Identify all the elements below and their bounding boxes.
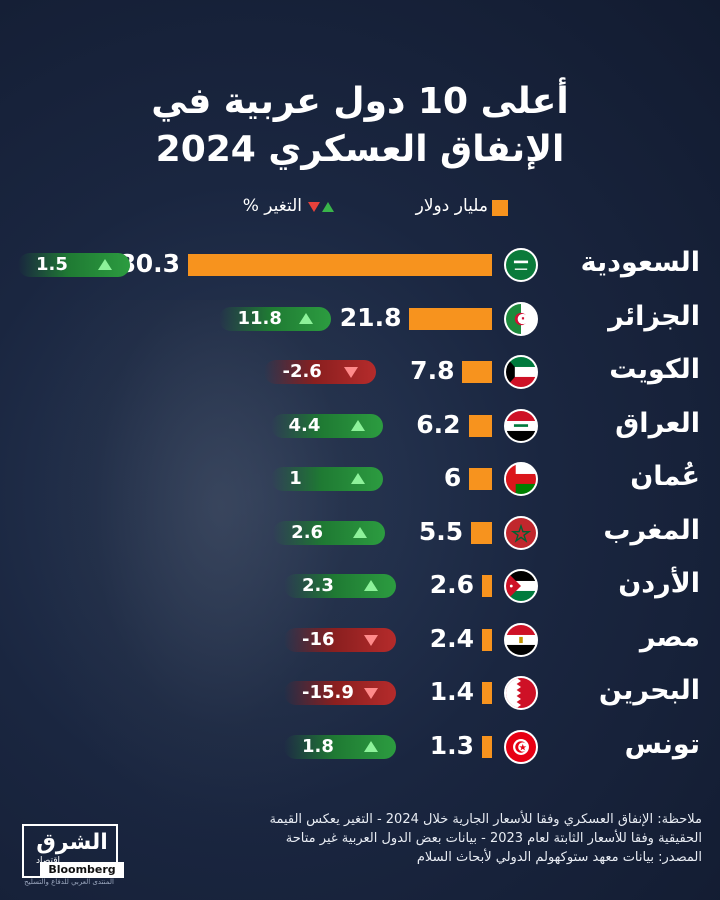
spending-value-label: 5.5: [418, 516, 464, 546]
title-line-1: أعلى 10 دول عربية في: [151, 81, 569, 122]
chart-row: تونس 1.3 1.8: [0, 727, 720, 767]
jordan-flag-icon: [504, 569, 538, 603]
chart-row: البحرين 1.4 -15.9: [0, 673, 720, 713]
chart-row: العراق 6.2 4.4: [0, 406, 720, 446]
morocco-flag-icon: [504, 515, 538, 550]
down-arrow-icon: [364, 634, 378, 646]
spending-bar: [409, 307, 492, 330]
oman-flag-icon: [504, 462, 538, 496]
spending-bar: [482, 735, 492, 758]
change-value-label: -2.6: [282, 361, 322, 382]
footnote: ملاحظة: الإنفاق العسكري وفقا للأسعار الج…: [230, 810, 702, 867]
up-arrow-icon: [364, 580, 378, 591]
down-arrow-icon: [344, 367, 359, 378]
up-arrow-icon: [353, 526, 368, 538]
spending-value-label: 6: [443, 463, 462, 492]
chart-row: السعودية 80.3 1.5: [0, 245, 720, 285]
change-value-label: 2.6: [291, 521, 324, 543]
up-arrow-icon: [350, 419, 365, 431]
chart-row: المغرب 5.5 2.6: [0, 513, 720, 553]
spending-bar: [482, 682, 492, 704]
spending-value-label: 2.4: [429, 623, 474, 653]
change-pill: 2.6: [273, 520, 386, 545]
tunisia-flag-icon: [504, 729, 538, 764]
logo-sub-text: اقتصاد: [35, 856, 61, 866]
footnote-line-1: ملاحظة: الإنفاق العسكري وفقا للأسعار الج…: [269, 812, 702, 827]
spending-bar: [482, 575, 492, 597]
country-label: الأردن: [618, 568, 700, 599]
spending-value-label: 2.6: [429, 570, 474, 599]
change-value-label: 2.3: [302, 575, 334, 596]
spending-bar: [482, 628, 492, 651]
bahrain-flag-icon: [504, 676, 538, 710]
partner-watermark: المنتدى العربي للدفاع والتسليح: [24, 878, 114, 886]
chart-row: الكويت 7.8 -2.6: [0, 352, 720, 392]
change-value-label: -16: [302, 628, 335, 650]
country-label: تونس: [624, 728, 700, 760]
spending-bar: [468, 414, 492, 437]
change-pill: 1.5: [18, 253, 130, 277]
spending-bar: [462, 361, 492, 383]
up-arrow-icon: [351, 473, 366, 484]
down-arrow-icon: [364, 688, 378, 699]
change-value-label: 4.4: [288, 414, 321, 436]
legend-bar-swatch: [492, 200, 508, 216]
chart-title: أعلى 10 دول عربية في الإنفاق العسكري 202…: [0, 78, 720, 174]
chart-row: مصر 2.4 -16: [0, 620, 720, 660]
spending-value-label: 1.3: [429, 730, 474, 760]
country-label: عُمان: [630, 461, 700, 492]
change-value-label: 1.5: [36, 254, 68, 275]
legend-down-triangle-icon: [308, 202, 320, 212]
change-value-label: 11.8: [237, 307, 282, 329]
country-label: العراق: [615, 407, 700, 439]
change-value-label: -15.9: [302, 682, 354, 703]
logo-brand-text: Bloomberg: [40, 862, 124, 878]
spending-value-label: 7.8: [410, 356, 455, 385]
country-label: السعودية: [580, 247, 700, 278]
chart-row: الأردن 2.6 2.3: [0, 566, 720, 606]
algeria-flag-icon: [504, 301, 538, 336]
change-pill: 4.4: [270, 413, 383, 438]
chart-row: الجزائر 21.8 11.8: [0, 299, 720, 339]
country-label: البحرين: [598, 675, 700, 706]
logo-main-text: الشرق: [36, 830, 108, 855]
legend-up-triangle-icon: [322, 202, 334, 212]
country-label: مصر: [639, 621, 700, 653]
change-value-label: 1: [289, 468, 302, 489]
up-arrow-icon: [364, 740, 378, 752]
spending-value-label: 1.4: [429, 677, 474, 706]
change-pill: -15.9: [284, 681, 396, 705]
legend: مليار دولار التغير %: [0, 196, 720, 220]
asharq-bloomberg-logo: الشرق اقتصاد Bloomberg: [20, 822, 124, 880]
footnote-source: المصدر: بيانات معهد ستوكهولم الدولي لأبح…: [416, 850, 702, 865]
kuwait-flag-icon: [504, 355, 538, 389]
spending-value-label: 21.8: [339, 302, 402, 332]
saudi-arabia-flag-icon: [504, 248, 538, 282]
up-arrow-icon: [98, 259, 112, 270]
change-pill: 11.8: [219, 306, 332, 331]
chart-row: عُمان 6 1: [0, 459, 720, 499]
footnote-line-2: الحقيقية وفقا للأسعار الثابتة لعام 2023 …: [285, 831, 702, 846]
change-pill: 2.3: [284, 574, 396, 598]
spending-bar: [469, 468, 492, 490]
change-pill: -2.6: [264, 360, 377, 384]
change-value-label: 1.8: [302, 735, 334, 757]
change-pill: 1.8: [284, 734, 396, 759]
legend-change-label: التغير %: [242, 196, 302, 216]
country-label: المغرب: [603, 514, 700, 546]
spending-value-label: 6.2: [416, 409, 461, 439]
change-pill: 1: [271, 467, 384, 491]
up-arrow-icon: [299, 312, 314, 324]
spending-bar: [471, 521, 492, 544]
country-label: الجزائر: [608, 300, 700, 332]
egypt-flag-icon: [504, 622, 538, 657]
iraq-flag-icon: [504, 408, 538, 443]
country-label: الكويت: [609, 354, 700, 385]
spending-bar: [188, 254, 492, 276]
legend-bar-label: مليار دولار: [415, 196, 488, 216]
change-pill: -16: [284, 627, 396, 652]
title-line-2: الإنفاق العسكري 2024: [155, 129, 565, 170]
